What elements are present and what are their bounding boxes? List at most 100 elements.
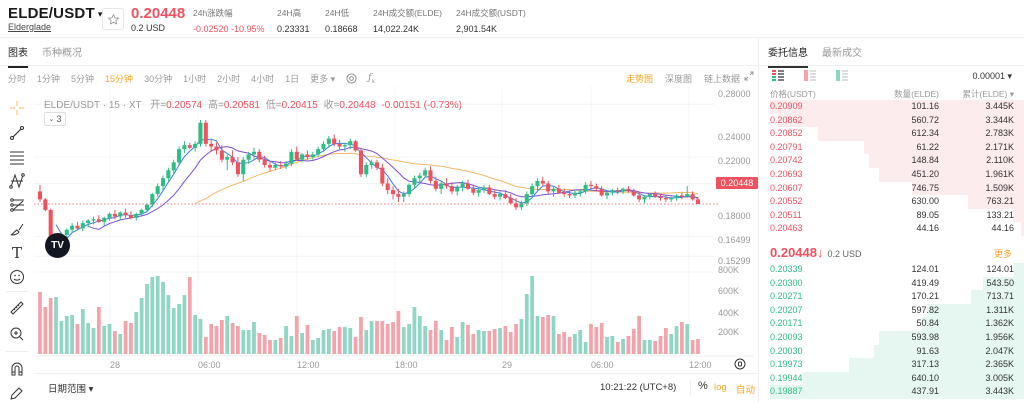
- view-depth-chart[interactable]: 深度图: [665, 74, 693, 84]
- stat-24h-low: 24H低 0.18668: [325, 8, 358, 34]
- timeframe-4h[interactable]: 4小时: [251, 74, 275, 84]
- timeframe-15m[interactable]: 15分钟: [105, 74, 134, 84]
- bid-row[interactable]: 0.20207 597.82 1.311K: [760, 303, 1024, 318]
- ask-row[interactable]: 0.20552 630.00 763.21: [760, 195, 1024, 209]
- timeframe-more[interactable]: 更多 ▾: [310, 74, 336, 84]
- bid-row[interactable]: 0.20271 170.21 713.71: [760, 290, 1024, 304]
- row-amount: 61.22: [916, 141, 939, 152]
- view-both-icon[interactable]: [772, 70, 784, 81]
- indicator-toggle[interactable]: ⌄ 3: [44, 112, 66, 126]
- log-scale-toggle[interactable]: log: [714, 382, 727, 393]
- percent-scale-toggle[interactable]: %: [698, 380, 708, 392]
- precision-select[interactable]: 0.00001 ▾: [972, 71, 1012, 81]
- row-amount: 50.84: [916, 318, 939, 329]
- view-trend-chart[interactable]: 走势图: [626, 74, 654, 84]
- bid-row[interactable]: 0.20030 91.63 2.047K: [760, 344, 1024, 359]
- ask-row[interactable]: 0.20693 451.20 1.961K: [760, 168, 1024, 182]
- crosshair-tool[interactable]: [8, 99, 26, 117]
- ask-row[interactable]: 0.20607 746.75 1.509K: [760, 181, 1024, 196]
- tab-order-book[interactable]: 委托信息: [768, 44, 808, 68]
- token-name-link[interactable]: Elderglade: [8, 22, 52, 32]
- ask-row[interactable]: 0.20742 148.84 2.110K: [760, 154, 1024, 168]
- row-total: 1.362K: [985, 318, 1014, 329]
- timeframe-1h[interactable]: 1小时: [183, 74, 207, 84]
- indicators-button[interactable]: ƒx: [368, 73, 375, 85]
- date-range-button[interactable]: 日期范围 ▾: [48, 384, 94, 395]
- row-amount: 560.72: [911, 114, 939, 125]
- ask-row[interactable]: 0.20909 101.16 3.445K: [760, 100, 1024, 114]
- col-total[interactable]: 累计(ELDE) ▾: [962, 89, 1015, 99]
- parallel-lines-tool[interactable]: [8, 148, 26, 166]
- pair-name[interactable]: ELDE/USDT: [8, 5, 95, 22]
- horizontal-lines-icon: [10, 151, 24, 165]
- zoom-tool[interactable]: [8, 325, 26, 343]
- fullscreen-button[interactable]: [744, 71, 754, 81]
- depth-bar: [1013, 263, 1024, 277]
- magnet-icon: [11, 362, 23, 376]
- view-onchain-data[interactable]: 链上数据: [704, 74, 741, 84]
- timeframe-line[interactable]: 分时: [8, 74, 27, 84]
- ask-row[interactable]: 0.20463 44.16 44.16: [760, 222, 1024, 236]
- view-asks-icon[interactable]: [804, 70, 816, 81]
- measure-tool[interactable]: [8, 299, 26, 317]
- row-price: 0.19973: [770, 359, 803, 370]
- row-amount: 451.20: [911, 169, 939, 179]
- row-amount: 597.82: [911, 304, 939, 315]
- auto-scale-toggle[interactable]: 自动: [736, 385, 756, 396]
- time-axis-tick: 28: [110, 360, 121, 370]
- time-axis-tick: 06:00: [198, 360, 221, 370]
- view-bids-icon[interactable]: [836, 70, 848, 81]
- bid-row[interactable]: 0.20339 124.01 124.01: [760, 263, 1024, 277]
- timeframe-30m[interactable]: 30分钟: [144, 74, 173, 84]
- price-axis-tick: 0.15299: [718, 256, 751, 266]
- tab-recent-trades[interactable]: 最新成交: [822, 48, 862, 59]
- ask-row[interactable]: 0.20862 560.72 3.344K: [760, 113, 1024, 128]
- bid-row[interactable]: 0.20300 419.49 543.50: [760, 276, 1024, 291]
- row-price: 0.20030: [770, 345, 803, 356]
- ask-row[interactable]: 0.20511 89.05 133.21: [760, 208, 1024, 223]
- text-tool[interactable]: T: [8, 244, 26, 262]
- ask-row[interactable]: 0.20852 612.34 2.783K: [760, 127, 1024, 141]
- bid-row[interactable]: 0.19887 437.91 3.443K: [760, 385, 1024, 399]
- tradingview-logo[interactable]: TV: [45, 233, 70, 258]
- row-price: 0.20852: [770, 128, 803, 139]
- tab-chart[interactable]: 图表: [8, 44, 28, 68]
- emoji-tool[interactable]: [8, 268, 26, 286]
- bid-row[interactable]: 0.19944 640.10 3.005K: [760, 371, 1024, 386]
- row-price: 0.20300: [770, 277, 803, 288]
- candlestick-chart[interactable]: [34, 86, 758, 376]
- depth-bar: [869, 154, 1024, 168]
- bid-row[interactable]: 0.20171 50.84 1.362K: [760, 317, 1024, 331]
- timeframe-1d[interactable]: 1日: [285, 74, 300, 84]
- row-amount: 101.16: [911, 101, 939, 111]
- magnet-tool[interactable]: [8, 360, 26, 378]
- timeframe-1m[interactable]: 1分钟: [37, 74, 61, 84]
- price-axis-tick: 0.24000: [718, 132, 751, 142]
- brush-tool[interactable]: [8, 220, 26, 238]
- smiley-icon: [10, 270, 24, 284]
- pencil-lock-icon: [10, 387, 23, 400]
- chart-settings-button[interactable]: [346, 73, 357, 84]
- timeframe-5m[interactable]: 5分钟: [71, 74, 95, 84]
- more-link[interactable]: 更多: [993, 249, 1012, 259]
- fibonacci-tool[interactable]: [8, 196, 26, 214]
- pattern-tool[interactable]: [8, 172, 26, 190]
- chevron-down-icon[interactable]: ▾: [97, 8, 103, 19]
- function-icon: ƒx: [368, 72, 375, 85]
- lock-drawing-tool[interactable]: [8, 384, 26, 402]
- orderbook-view-modes: [772, 70, 848, 81]
- ask-row[interactable]: 0.20791 61.22 2.171K: [760, 140, 1024, 155]
- pair-selector[interactable]: ELDE/USDT ▾ Elderglade: [8, 5, 103, 32]
- tab-coin-overview[interactable]: 币种概况: [42, 48, 82, 59]
- depth-bar: [848, 358, 1024, 372]
- chevron-down-icon: ⌄: [48, 116, 55, 123]
- trendline-tool[interactable]: [8, 124, 26, 142]
- legend-low: 0.20415: [281, 100, 318, 111]
- favorite-button[interactable]: [102, 8, 124, 30]
- axis-settings-button[interactable]: [734, 358, 746, 370]
- last-price: 0.20448: [131, 5, 186, 22]
- row-total: 1.956K: [985, 332, 1014, 342]
- timeframe-2h[interactable]: 2小时: [217, 74, 241, 84]
- bid-row[interactable]: 0.20093 593.98 1.956K: [760, 331, 1024, 345]
- bid-row[interactable]: 0.19973 317.13 2.365K: [760, 358, 1024, 372]
